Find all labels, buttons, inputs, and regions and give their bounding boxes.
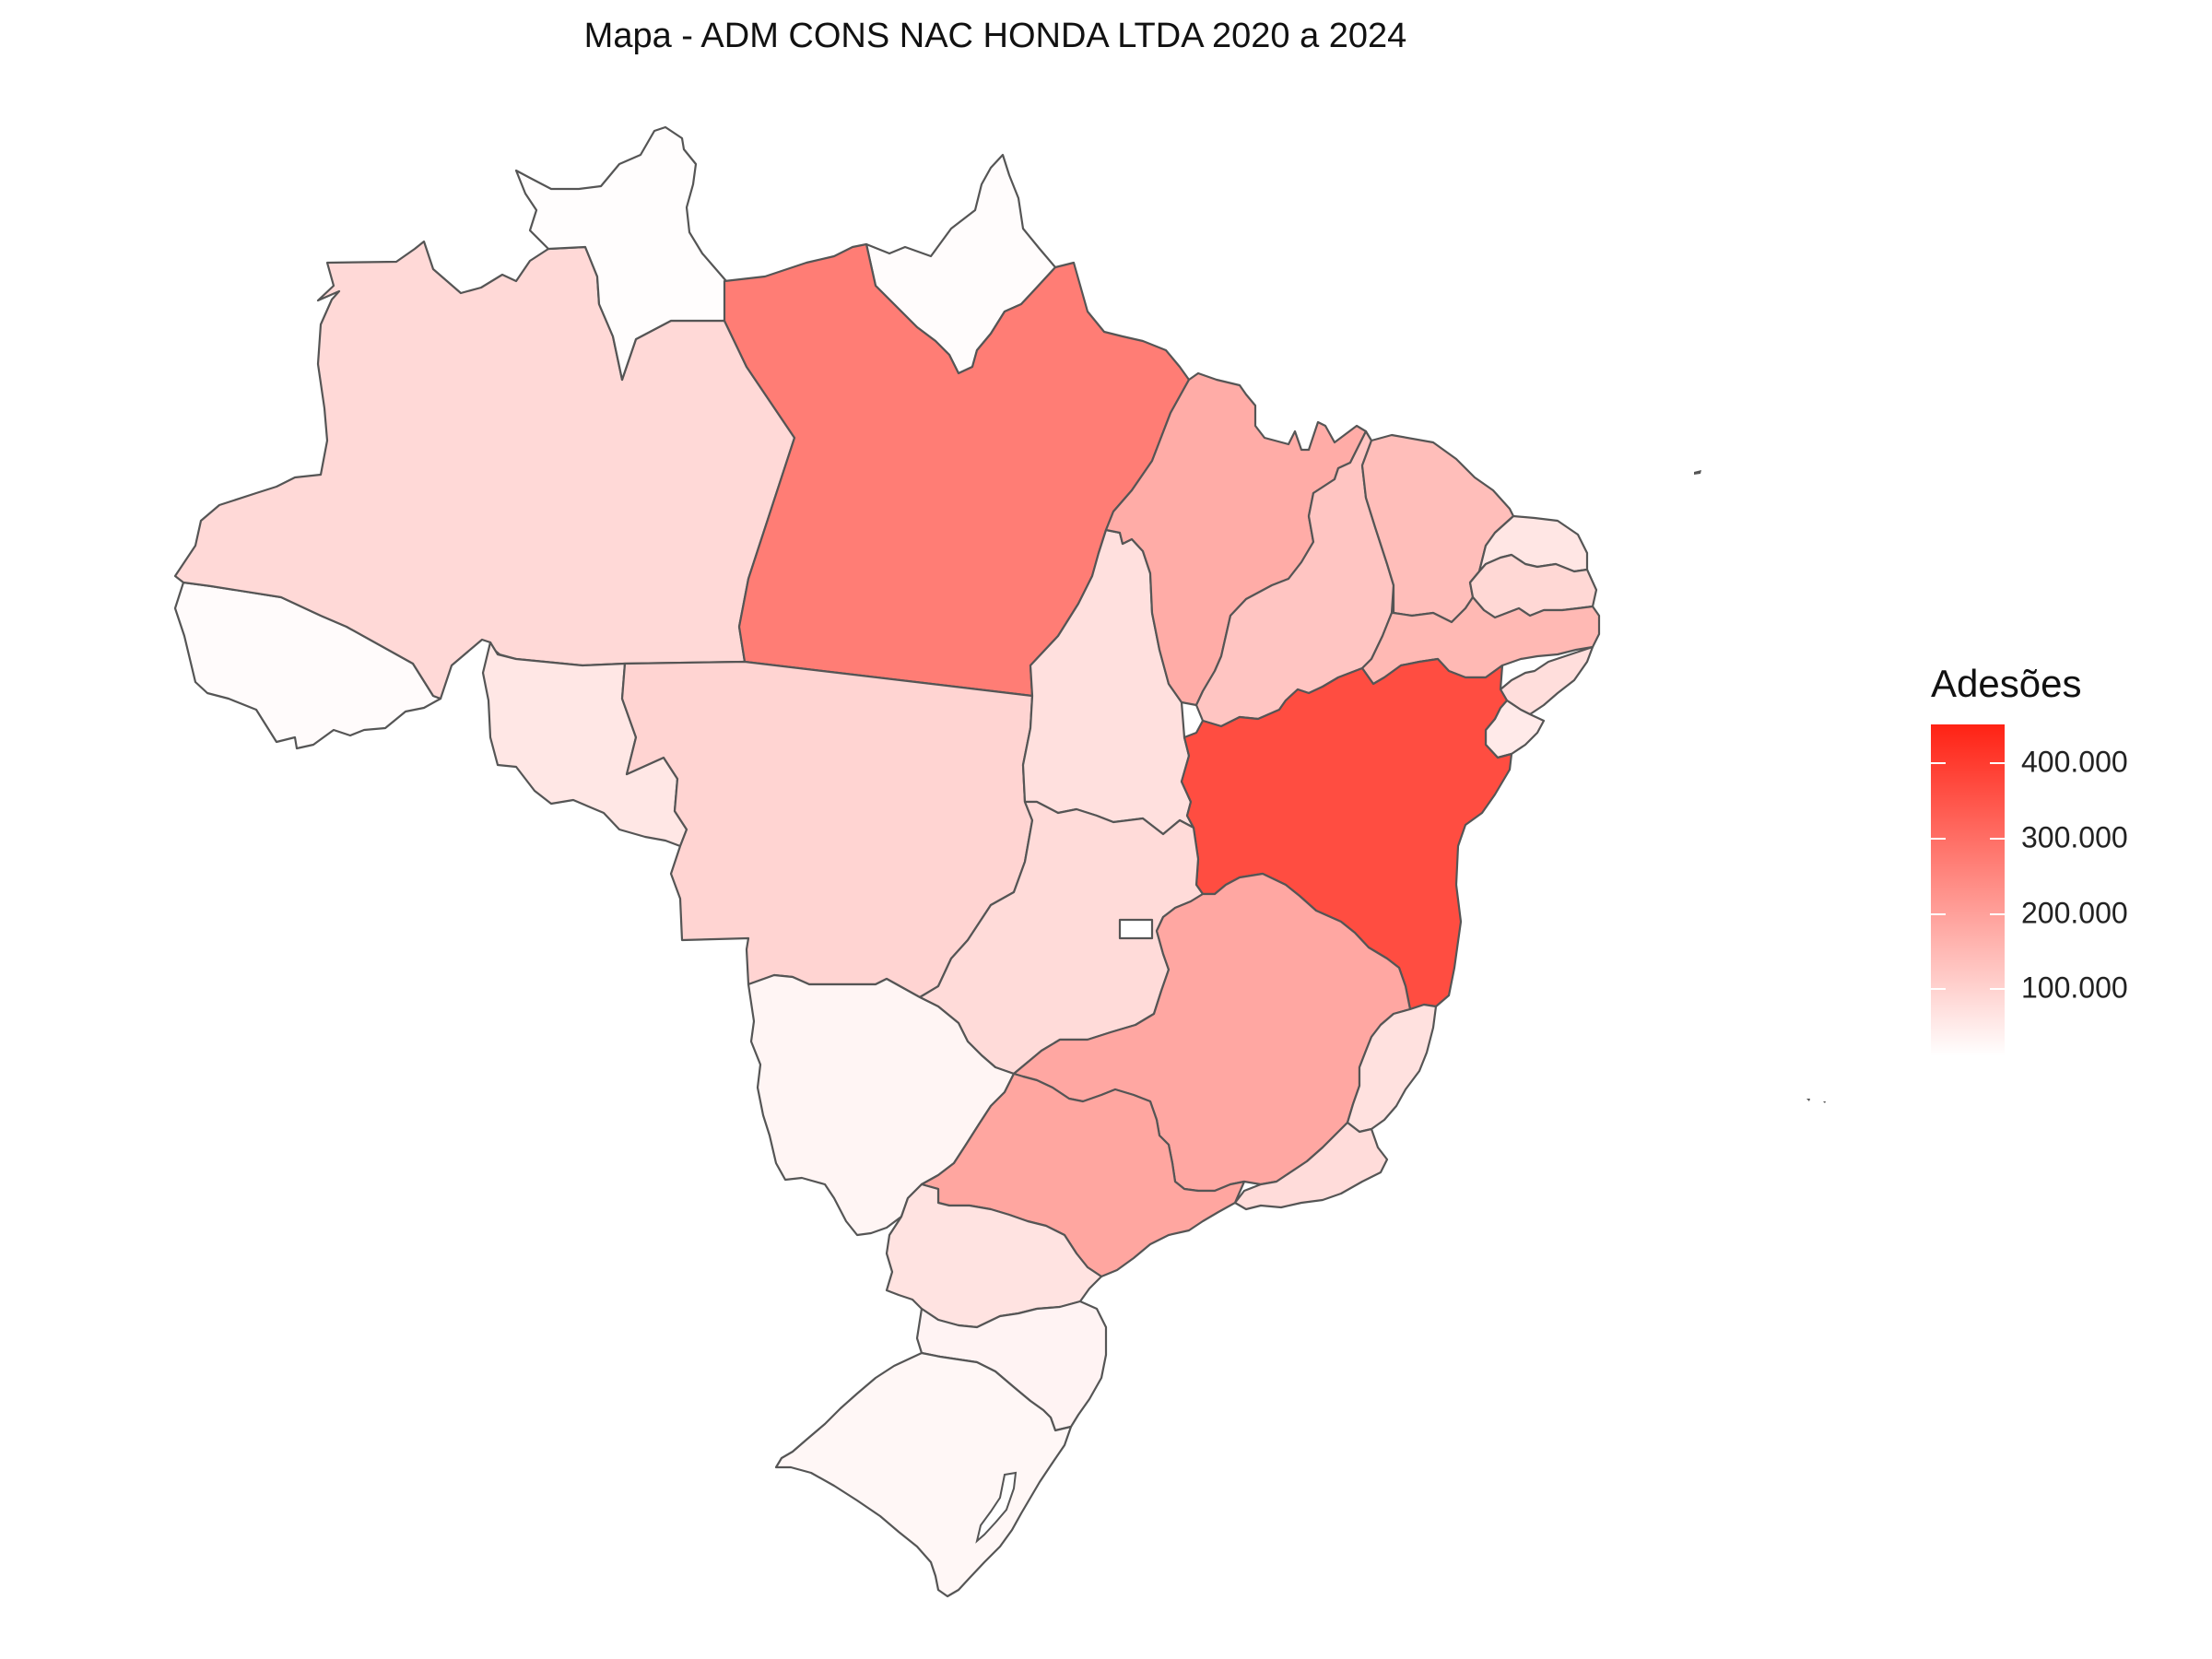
legend-tick-label: 400.000 <box>2021 745 2128 779</box>
state-rj[interactable] <box>1233 1121 1389 1211</box>
island-marker <box>1694 470 1701 475</box>
state-pr[interactable] <box>885 1182 1103 1329</box>
legend-tick-label: 300.000 <box>2021 820 2128 854</box>
state-df[interactable] <box>1118 918 1154 940</box>
legend-body: 100.000 200.000 300.000 400.000 <box>1931 724 2128 1056</box>
island-marker <box>1823 1101 1826 1103</box>
lagoa-dos-patos <box>975 1471 1018 1544</box>
legend-tick-label: 100.000 <box>2021 971 2128 1005</box>
legend-color-bar <box>1931 724 2005 1056</box>
map-title: Mapa - ADM CONS NAC HONDA LTDA 2020 a 20… <box>583 17 1407 55</box>
state-rs[interactable] <box>774 1351 1073 1598</box>
legend-title: Adesões <box>1931 662 2082 705</box>
island-marker <box>1806 1099 1810 1101</box>
color-legend: Adesões 100.000 200.000 300.000 400.000 <box>1931 662 2128 1056</box>
legend-tick-label: 200.000 <box>2021 896 2128 930</box>
state-rr[interactable] <box>514 125 728 382</box>
